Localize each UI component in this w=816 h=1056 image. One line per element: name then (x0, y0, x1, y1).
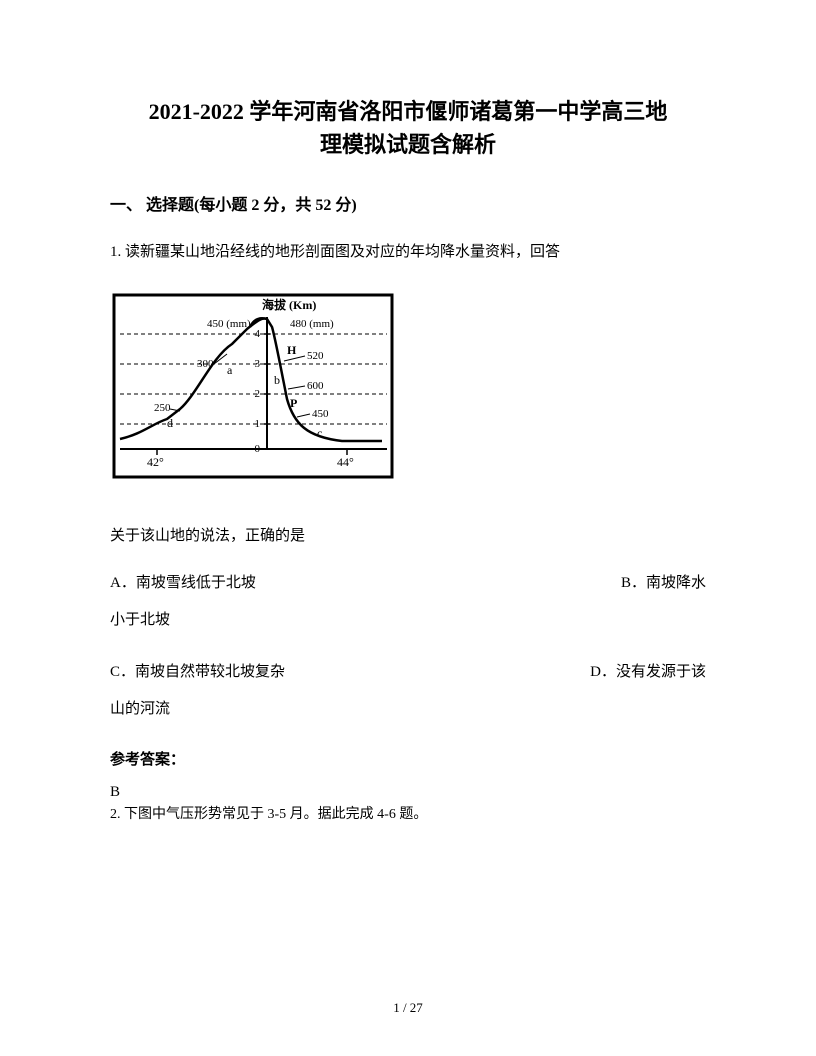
label-a: a (227, 363, 233, 377)
q2-text: 2. 下图中气压形势常见于 3-5 月。据此完成 4-6 题。 (110, 804, 706, 825)
title-line-1: 2021-2022 学年河南省洛阳市偃师诸葛第一中学高三地 (110, 95, 706, 128)
answer-value: B (110, 781, 706, 804)
chart-svg: 海拔 (Km) 450 (mm) 480 (mm) 300 250 H 520 … (112, 289, 397, 489)
section-1-heading: 一、 选择题(每小题 2 分，共 52 分) (110, 191, 706, 215)
options-row-1: A．南坡雪线低于北坡 B．南坡降水 (110, 570, 706, 597)
label-520: 520 (307, 350, 324, 362)
label-d: d (167, 416, 173, 430)
answer-block: B 2. 下图中气压形势常见于 3-5 月。据此完成 4-6 题。 (110, 781, 706, 825)
page: 2021-2022 学年河南省洛阳市偃师诸葛第一中学高三地 理模拟试题含解析 一… (0, 0, 816, 1056)
label-P: P (290, 396, 297, 410)
y-tick-label: 2 (255, 388, 261, 400)
label-300: 300 (197, 358, 214, 370)
title-line-2: 理模拟试题含解析 (110, 128, 706, 161)
option-a: A．南坡雪线低于北坡 (110, 570, 256, 597)
option-d: D．没有发源于该 (590, 659, 706, 686)
label-c: c (317, 426, 322, 440)
x-tick-label: 42° (147, 455, 164, 469)
label-450-right: 450 (312, 408, 329, 420)
answer-heading: 参考答案： (110, 748, 706, 769)
option-d-wrap: 山的河流 (110, 696, 706, 723)
profile-curve (120, 318, 382, 441)
label-450-left: 450 (mm) (207, 318, 251, 330)
options-row-2: C．南坡自然带较北坡复杂 D．没有发源于该 (110, 659, 706, 686)
y-tick-label: 1 (255, 418, 261, 430)
page-footer: 1 / 27 (0, 1000, 816, 1016)
option-b: B．南坡降水 (621, 570, 706, 597)
option-c: C．南坡自然带较北坡复杂 (110, 659, 285, 686)
exam-title: 2021-2022 学年河南省洛阳市偃师诸葛第一中学高三地 理模拟试题含解析 (110, 95, 706, 161)
axis-label-altitude: 海拔 (Km) (262, 297, 316, 312)
label-250: 250 (154, 402, 171, 414)
profile-chart: 海拔 (Km) 450 (mm) 480 (mm) 300 250 H 520 … (112, 289, 397, 489)
label-H: H (287, 343, 297, 357)
label-600: 600 (307, 380, 324, 392)
label-b: b (274, 373, 280, 387)
q1-intro: 1. 读新疆某山地沿经线的地形剖面图及对应的年均降水量资料，回答 (110, 240, 706, 264)
y-tick-label: 0 (255, 443, 261, 455)
leader-line (288, 386, 305, 389)
x-tick-label: 44° (337, 455, 354, 469)
label-480: 480 (mm) (290, 318, 334, 330)
q1-sub: 关于该山地的说法，正确的是 (110, 524, 706, 545)
y-tick-label: 4 (255, 328, 261, 340)
option-b-wrap: 小于北坡 (110, 607, 706, 634)
leader-line (297, 414, 310, 417)
y-tick-label: 3 (255, 358, 261, 370)
